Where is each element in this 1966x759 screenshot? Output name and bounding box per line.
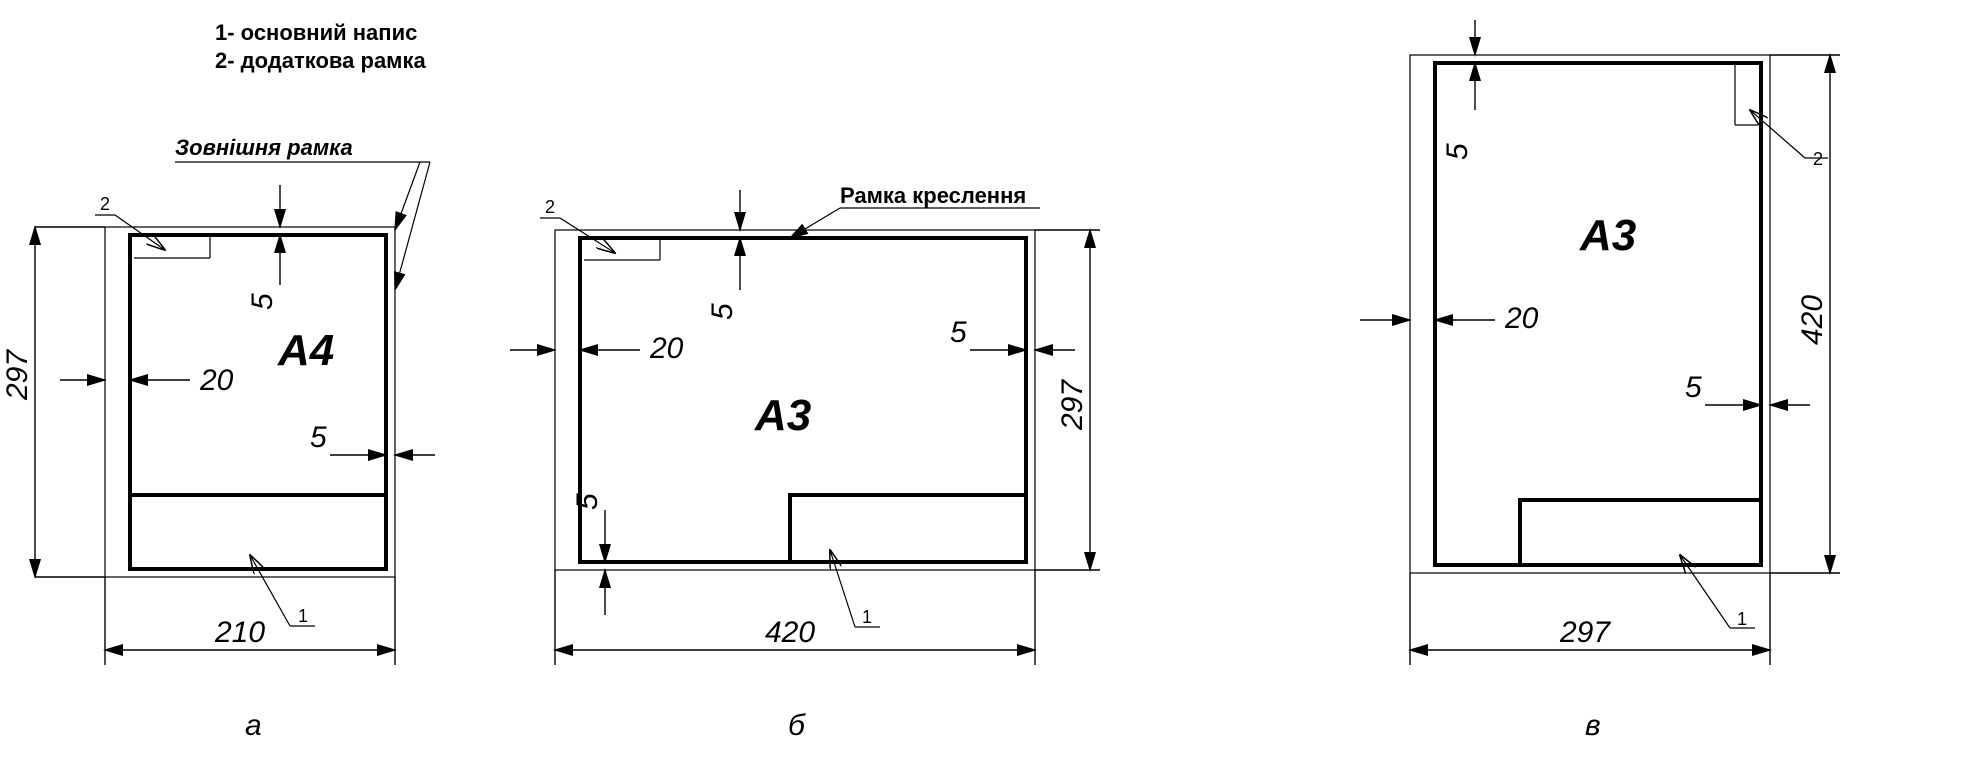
fig-c-width: 297 <box>1559 616 1611 649</box>
fig-a-letter: а <box>245 709 262 742</box>
fig-c-mtop: 5 <box>1441 143 1474 160</box>
fig-c-leader-1: 1 <box>1737 609 1747 629</box>
fig-c-letter: в <box>1585 709 1601 742</box>
fig-a-height: 297 <box>1 349 34 401</box>
fig-a-mtop: 5 <box>246 293 279 310</box>
fig-b-width: 420 <box>765 616 815 649</box>
fig-c-mright: 5 <box>1685 371 1702 404</box>
fig-b-height: 297 <box>1056 379 1089 431</box>
fig-b-letter: б <box>788 709 806 742</box>
fig-a-leader-2: 2 <box>100 194 110 214</box>
fig-c-mleft: 20 <box>1504 302 1539 335</box>
fig-b-mleft: 20 <box>649 332 684 365</box>
fig-b-mbottom: 5 <box>571 493 604 510</box>
fig-b-leader-1: 1 <box>862 607 872 627</box>
fig-a-format: А4 <box>277 326 334 375</box>
fig-b-mtop: 5 <box>706 303 739 320</box>
outer-frame-label: Зовнішня рамка <box>175 135 353 160</box>
fig-a-leader-1: 1 <box>298 606 308 626</box>
legend-line-1: 1- основний напис <box>215 20 417 45</box>
fig-c-height: 420 <box>1796 295 1829 345</box>
fig-c-leader-2: 2 <box>1813 149 1823 169</box>
fig-b-mright: 5 <box>950 316 967 349</box>
drawing-frame-label: Рамка креслення <box>840 183 1026 208</box>
figure-b: А3 Рамка креслення 2 1 297 420 5 20 <box>510 183 1100 742</box>
fig-a-mleft: 20 <box>199 364 234 397</box>
figure-a: А4 Зовнішня рамка 2 1 297 210 5 20 <box>1 135 435 742</box>
fig-c-format: А3 <box>1579 211 1636 260</box>
fig-b-format: А3 <box>754 391 811 440</box>
fig-a-mright: 5 <box>310 421 327 454</box>
fig-b-leader-2: 2 <box>545 197 555 217</box>
figure-c: А3 2 1 420 297 5 20 5 в <box>1360 20 1840 742</box>
legend-line-2: 2- додаткова рамка <box>215 48 426 73</box>
fig-a-width: 210 <box>214 616 265 649</box>
